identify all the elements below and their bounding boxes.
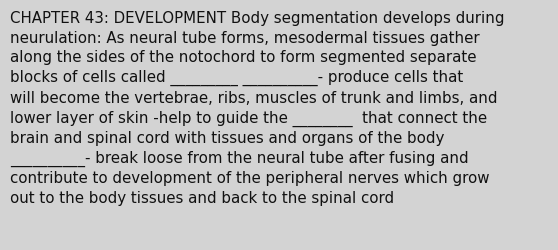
Text: CHAPTER 43: DEVELOPMENT Body segmentation develops during
neurulation: As neural: CHAPTER 43: DEVELOPMENT Body segmentatio… [10, 11, 504, 205]
